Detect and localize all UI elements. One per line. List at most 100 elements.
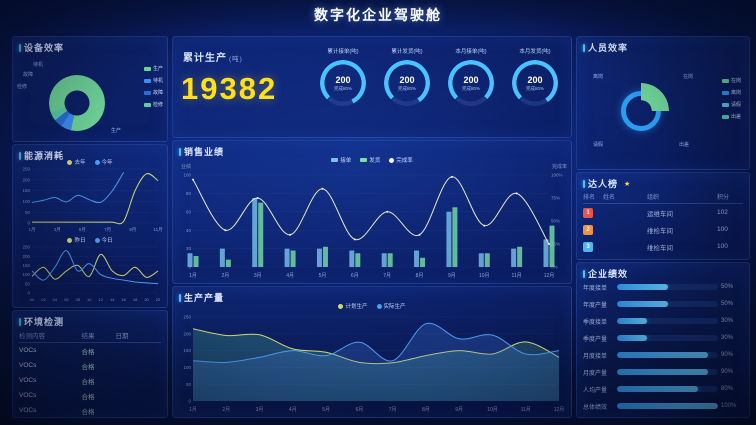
performance-label: 人均产量 [583,387,608,394]
panel-title-row: 设备效率 [19,41,64,54]
svg-text:20: 20 [186,246,192,251]
svg-text:0: 0 [27,221,30,226]
performance-track [617,335,718,341]
legend-item: 今日 [94,236,113,244]
svg-text:75%: 75% [551,196,560,201]
svg-text:8月: 8月 [422,407,430,413]
legend-item: 去年 [67,158,86,166]
gauge-title: 累计接单(吨) [327,49,359,55]
svg-text:4月: 4月 [289,407,297,413]
column-header: 结果 [81,332,95,340]
performance-value: 90% [721,369,734,375]
svg-text:200: 200 [183,331,191,336]
legend-label: 今年 [101,160,113,166]
svg-text:50%: 50% [551,219,560,224]
legend-label: 请假 [730,102,741,108]
panel-environment-monitoring: 环境检测 检测内容 结果 日期 VOCs 合格 VOCs 合格 VOCs 合格 VOCs 合格 VOC… [12,310,168,418]
performance-row: 季度产量 30% [583,331,743,345]
panel-accent [583,269,585,278]
legend-item: 离岗 [721,89,741,96]
table-row: VOCs 合格 [19,358,161,373]
performance-value: 90% [721,352,734,358]
legend-label: 故障 [152,90,163,96]
svg-text:04: 04 [53,297,58,302]
legend-swatch [721,102,729,107]
callout-label: 在岗 [683,74,694,80]
sales-left-axis-title: 业绩 [181,164,192,170]
panel-sales-performance: 销售业绩 业绩 完成率 接单 发货 完成率 0 20 40 60 80 100 0% 25% 50%… [172,140,572,284]
svg-text:16: 16 [121,297,126,302]
svg-text:150: 150 [183,348,191,353]
performance-track [617,369,718,375]
panel-enterprise-performance: 企业绩效 年度接单 50% 年度产量 50% 季度接单 30% 季度产量 30% 月度接单 90%… [576,262,750,418]
performance-track [617,301,718,307]
total-production-value: 19382 [181,71,278,106]
gauge-subtext: 完成80% [397,85,416,91]
callout-label: 故障 [23,72,34,78]
legend-swatch [67,159,73,165]
svg-text:10: 10 [87,297,92,302]
score-cell: 100 [717,226,728,233]
svg-text:4月: 4月 [286,273,294,279]
performance-track [617,284,718,290]
equipment-legend: 生产 待机 故障 检修 [143,65,163,108]
sales-right-axis-title: 完成率 [551,164,567,170]
legend-item: 昨日 [67,236,86,244]
svg-text:9月: 9月 [448,273,456,279]
svg-text:12: 12 [99,297,104,302]
legend-swatch [67,237,73,243]
svg-text:0: 0 [188,399,191,404]
performance-label: 月度产量 [583,370,608,377]
legend-swatch [721,114,729,119]
svg-text:1月: 1月 [189,407,197,413]
total-production-unit: (吨) [229,56,243,63]
legend-swatch [143,90,151,95]
table-row: VOCs 合格 [19,373,161,388]
svg-text:11月: 11月 [153,227,162,233]
legend-item: 生产 [143,65,163,72]
callout-label: 待机 [33,62,44,68]
performance-row: 月度接单 90% [583,348,743,362]
performance-label: 季度产量 [583,336,608,343]
performance-row: 年度接单 50% [583,280,743,294]
gauge-ring-wrap: 200 完成80% [384,60,430,106]
gauge-title: 本月接单(吨) [455,49,487,55]
callout-label: 生产 [111,128,122,134]
column-header: 积分 [717,194,730,201]
gauge-title: 累计发货(吨) [391,49,423,55]
svg-text:10月: 10月 [479,273,490,279]
svg-text:6月: 6月 [351,273,359,279]
legend-swatch [389,157,395,163]
svg-text:3月: 3月 [256,407,264,413]
svg-text:9月: 9月 [455,407,463,413]
svg-text:8月: 8月 [416,273,424,279]
legend-item: 出差 [721,113,741,120]
env-item-cell: VOCs [19,377,37,384]
legend-swatch [721,90,729,95]
performance-value: 30% [721,318,734,324]
panel-leaderboard: 达人榜 ★ 排名 姓名 组织 积分 1 运维车间 102 2 维检车间 100 3 维检车间 100 [576,172,750,260]
table-row: 2 维检车间 100 [583,221,743,238]
performance-value: 80% [721,386,734,392]
output-legend: 计划生产 实际生产 [173,302,571,310]
performance-track [617,352,718,358]
panel-title: 环境检测 [24,317,65,327]
svg-text:40: 40 [186,228,192,233]
svg-text:60: 60 [186,209,192,214]
legend-swatch [94,237,100,243]
gauge: 本月发货(吨) 200 完成80% [503,47,567,131]
svg-text:80: 80 [186,191,192,196]
callout-label: 请假 [593,142,604,148]
star-icon: ★ [624,180,631,188]
org-cell: 维检车间 [647,244,673,252]
performance-fill [617,386,698,392]
gauge-ring-wrap: 200 完成80% [512,60,558,106]
performance-row: 月度产量 90% [583,365,743,379]
legend-label: 接单 [340,158,352,164]
energy-month-legend: 去年 今年 [13,158,167,166]
table-row: VOCs 合格 [19,343,161,358]
legend-label: 出差 [730,114,741,120]
env-result-cell: 合格 [81,378,95,386]
legend-label: 完成率 [396,158,413,164]
legend-item: 待机 [143,77,163,84]
